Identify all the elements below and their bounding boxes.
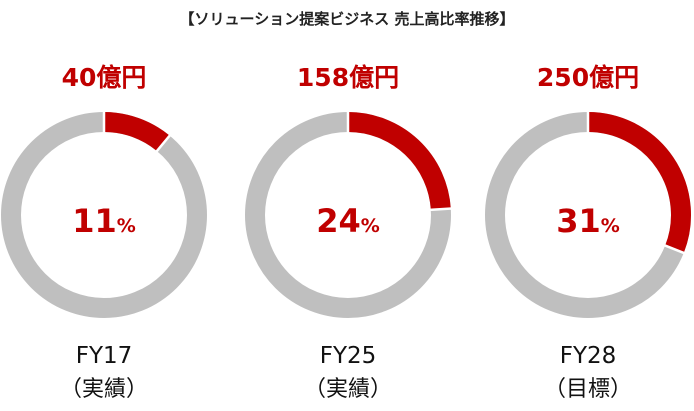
note-label: （実績） [60, 377, 148, 402]
chart-title: 【ソリューション提案ビジネス 売上高比率推移】 [179, 10, 515, 28]
value-label: 158億円 [297, 63, 399, 92]
value-label: 40億円 [62, 63, 147, 92]
highlight-slice [347, 112, 451, 211]
highlight-slice [103, 112, 170, 152]
percent-label: 31% [556, 202, 620, 240]
year-label: FY28 [560, 343, 617, 369]
value-label: 250億円 [537, 63, 639, 92]
slice-gap [155, 134, 172, 153]
donut-fy28: 250億円 31% FY28 （目標） [485, 63, 691, 402]
donut-fy17: 40億円 11% FY17 （実績） [1, 63, 207, 402]
percent-label: 11% [72, 202, 136, 240]
year-label: FY25 [320, 343, 377, 369]
percent-label: 24% [316, 202, 380, 240]
donut-fy25: 158億円 24% FY25 （実績） [245, 63, 452, 402]
slice-gap [663, 244, 686, 255]
slice-gap [429, 207, 452, 212]
note-label: （実績） [304, 377, 392, 402]
highlight-slice [587, 112, 691, 253]
year-label: FY17 [76, 343, 133, 369]
note-label: （目標） [544, 377, 632, 402]
